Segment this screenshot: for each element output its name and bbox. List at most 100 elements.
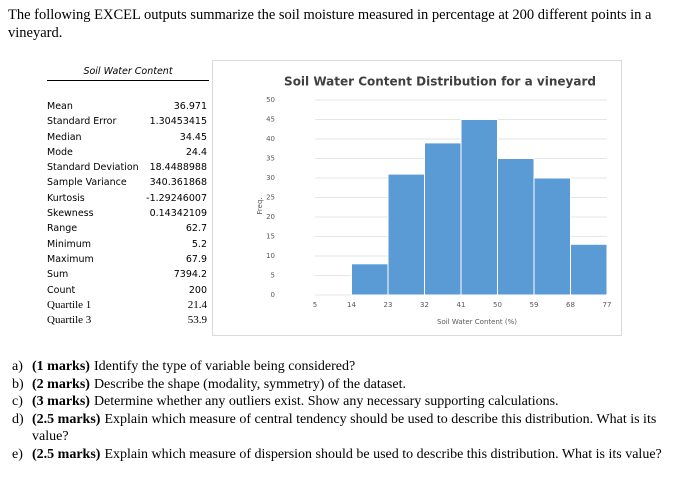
x-tick-label: 23 [384, 301, 393, 309]
bar [533, 177, 571, 296]
y-tick-label: 5 [271, 272, 275, 280]
row-value: 21.4 [187, 298, 207, 311]
question: b) (2 marks) Describe the shape (modality,… [12, 376, 692, 394]
bar [351, 263, 389, 296]
row-label: Standard Error [47, 116, 117, 128]
row-value: 200 [188, 284, 207, 296]
x-axis-label: Soil Water Content (%) [437, 318, 517, 326]
question-text: Explain which measure of dispersion shou… [104, 446, 662, 462]
question-body: (1 marks) Identify the type of variable b… [32, 358, 355, 376]
y-tick-label: 50 [266, 96, 275, 104]
y-tick-label: 30 [266, 174, 275, 182]
row-value: 5.2 [191, 238, 207, 250]
question: c) (3 marks) Determine whether any outlier… [12, 393, 692, 411]
table-row: Minimum 5.2 [47, 237, 209, 252]
chart: Soil Water Content Distribution for a vi… [212, 60, 622, 336]
table-row: Kurtosis -1.29246007 [47, 191, 209, 206]
question-body: (2.5 marks) Explain which measure of disp… [32, 446, 662, 464]
row-value: 62.7 [185, 223, 207, 235]
chart-title: Soil Water Content Distribution for a vi… [284, 75, 596, 89]
x-tick-label: 68 [566, 301, 575, 309]
row-label: Skewness [47, 208, 94, 220]
bar [424, 142, 462, 296]
question-marks: (2.5 marks) [32, 446, 101, 462]
table-row: Sum 7394.2 [47, 267, 209, 282]
intro: The following EXCEL outputs summarize th… [8, 7, 652, 41]
question-body: (2.5 marks) Explain which measure of cent… [32, 411, 692, 446]
question-text: Explain which measure of central tendenc… [32, 411, 657, 445]
row-value: 340.361868 [149, 177, 207, 189]
row-label: Range [47, 223, 78, 235]
row-value: -1.29246007 [146, 192, 207, 204]
row-label: Mode [47, 146, 73, 158]
x-tick-label: 14 [347, 301, 356, 309]
bar [387, 173, 425, 296]
bar [497, 158, 535, 296]
table-row: Quartile 1 21.4 [47, 298, 209, 313]
row-value: 67.9 [185, 253, 207, 265]
y-tick-label: 15 [266, 233, 275, 241]
row-value: 53.9 [187, 314, 207, 327]
table-row: Standard Error 1.30453415 [47, 114, 209, 129]
y-tick-label: 40 [266, 135, 275, 143]
table-header: Soil Water Content [47, 62, 209, 81]
question-text: Determine whether any outliers exist. Sh… [93, 394, 559, 409]
question-body: (2 marks) Describe the shape (modality, s… [32, 376, 406, 394]
question-text: Identify the type of variable being cons… [93, 359, 356, 374]
questions: a) (1 marks) Identify the type of variable… [12, 358, 692, 463]
question: d) (2.5 marks) Explain which measure of ce… [12, 411, 692, 446]
table-row: Mean 36.971 [47, 99, 209, 114]
x-tick-label: 5 [313, 301, 317, 309]
row-value: 7394.2 [173, 269, 207, 281]
stats-table: Soil Water Content Mean 36.971 Standard Er… [47, 62, 209, 328]
question: a) (1 marks) Identify the type of variable… [12, 358, 692, 376]
question-marker: c) [12, 394, 23, 409]
question-marker: d) [12, 411, 24, 427]
row-label: Standard Deviation [47, 162, 139, 174]
question-marks: (3 marks) [32, 394, 90, 409]
row-value: 36.971 [173, 101, 207, 112]
table-row: Range 62.7 [47, 221, 209, 236]
question-body: (3 marks) Determine whether any outliers … [32, 393, 559, 411]
question: e) (2.5 marks) Explain which measure of di… [12, 446, 692, 464]
y-tick-label: 0 [271, 291, 275, 299]
table-row: Skewness 0.14342109 [47, 206, 209, 221]
table-row: Sample Variance 340.361868 [47, 175, 209, 190]
row-value: 24.4 [185, 146, 207, 158]
x-tick-label: 77 [603, 301, 612, 309]
table-row: Quartile 3 53.9 [47, 313, 209, 328]
row-label: Mean [47, 101, 73, 112]
row-label: Quartile 3 [47, 314, 92, 327]
table-row: Mode 24.4 [47, 145, 209, 160]
row-value: 1.30453415 [149, 116, 207, 128]
row-label: Sum [47, 269, 69, 281]
x-tick-label: 41 [457, 301, 466, 309]
y-axis-label: Freq. [256, 197, 264, 214]
row-value: 0.14342109 [149, 208, 207, 220]
x-tick-label: 32 [420, 301, 429, 309]
row-label: Kurtosis [47, 192, 85, 204]
table-row: Maximum 67.9 [47, 252, 209, 267]
table-row: Count 200 [47, 283, 209, 298]
bar [570, 243, 608, 296]
row-label: Count [47, 284, 76, 296]
row-label: Quartile 1 [47, 298, 92, 311]
table-row: Median 34.45 [47, 130, 209, 145]
y-tick-label: 35 [266, 155, 275, 163]
question-marker: b) [12, 376, 24, 392]
y-tick-label: 20 [266, 213, 275, 221]
y-tick-label: 45 [266, 116, 275, 124]
row-label: Median [47, 131, 82, 143]
row-label: Sample Variance [47, 177, 127, 189]
y-tick-label: 10 [266, 252, 275, 260]
table-row: Standard Deviation 18.4488988 [47, 160, 209, 175]
question-marks: (1 marks) [32, 359, 90, 374]
y-tick-label: 25 [266, 194, 275, 202]
question-marks: (2.5 marks) [32, 411, 101, 427]
row-label: Minimum [47, 238, 92, 250]
x-tick-label: 50 [493, 301, 502, 309]
bar [460, 119, 498, 296]
question-text: Describe the shape (modality, symmetry) … [93, 376, 406, 392]
question-marker: e) [12, 446, 23, 462]
